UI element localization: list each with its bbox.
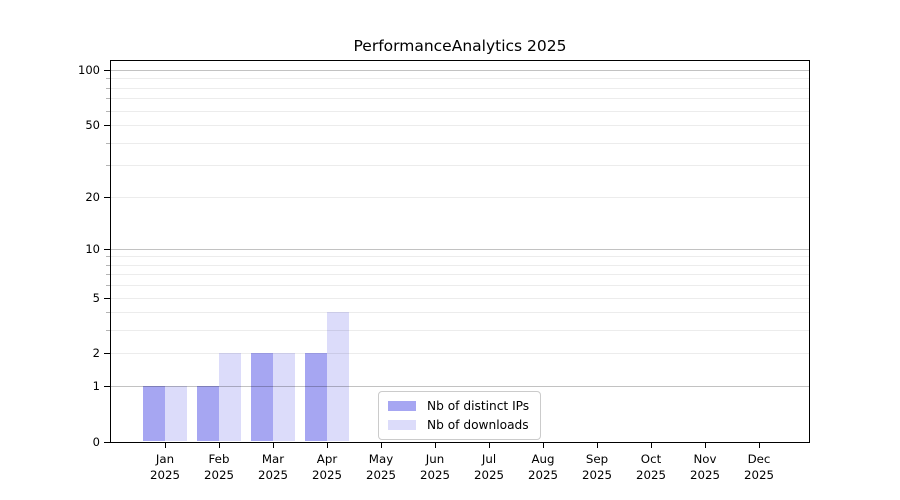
x-tick-apr — [327, 443, 328, 448]
x-tick-label-jun: Jun 2025 — [419, 452, 451, 482]
bar-distinct-ips-apr — [305, 353, 327, 441]
y-minor-tick-9 — [106, 256, 110, 258]
bar-distinct-ips-feb — [197, 386, 219, 441]
x-tick-label-dec: Dec 2025 — [743, 452, 775, 482]
y-minor-tick-8 — [106, 264, 110, 266]
gridline-y-70 — [111, 98, 809, 100]
gridline-y-1 — [111, 386, 809, 388]
y-minor-tick-3 — [106, 330, 110, 332]
y-tick-100 — [104, 70, 110, 71]
y-tick-label-20: 20 — [85, 189, 100, 204]
legend-label-distinct-ips: Nb of distinct IPs — [427, 399, 530, 413]
legend-swatch-distinct-ips — [388, 401, 416, 411]
gridline-y-30 — [111, 165, 809, 167]
y-tick-5 — [104, 297, 110, 299]
bar-downloads-feb — [219, 353, 241, 441]
gridline-y-90 — [111, 78, 809, 80]
x-tick-feb — [219, 443, 220, 448]
y-tick-50 — [104, 125, 110, 127]
bar-downloads-mar — [273, 353, 295, 441]
x-tick-may — [381, 443, 382, 448]
gridline-y-9 — [111, 256, 809, 258]
y-minor-tick-7 — [106, 274, 110, 276]
x-tick-dec — [759, 443, 760, 448]
gridline-y-5 — [111, 297, 809, 299]
x-tick-label-jan: Jan 2025 — [149, 452, 181, 482]
gridline-y-4 — [111, 312, 809, 314]
x-tick-mar — [273, 443, 274, 448]
x-tick-sep — [597, 443, 598, 448]
gridline-y-60 — [111, 110, 809, 112]
x-tick-jan — [165, 443, 166, 448]
x-tick-label-jul: Jul 2025 — [473, 452, 505, 482]
x-tick-jun — [435, 443, 436, 448]
x-tick-label-aug: Aug 2025 — [527, 452, 559, 482]
y-minor-tick-90 — [106, 78, 110, 80]
y-tick-label-5: 5 — [92, 290, 100, 305]
bar-distinct-ips-jan — [143, 386, 165, 441]
gridline-y-20 — [111, 196, 809, 198]
gridline-y-7 — [111, 274, 809, 276]
y-minor-tick-6 — [106, 285, 110, 287]
gridlines-layer — [111, 61, 809, 442]
gridline-y-50 — [111, 125, 809, 127]
bar-downloads-apr — [327, 312, 349, 441]
y-tick-0 — [104, 442, 110, 443]
y-minor-tick-30 — [106, 165, 110, 167]
y-minor-tick-60 — [106, 110, 110, 112]
x-tick-label-nov: Nov 2025 — [689, 452, 721, 482]
x-tick-nov — [705, 443, 706, 448]
y-tick-1 — [104, 386, 110, 388]
y-tick-label-1: 1 — [92, 379, 100, 394]
y-tick-2 — [104, 353, 110, 355]
x-tick-label-apr: Apr 2025 — [311, 452, 343, 482]
gridline-y-10 — [111, 248, 809, 250]
legend-item-distinct-ips: Nb of distinct IPs — [388, 399, 530, 413]
y-tick-label-0: 0 — [92, 435, 100, 449]
gridline-y-2 — [111, 353, 809, 355]
legend: Nb of distinct IPs Nb of downloads — [378, 391, 541, 440]
gridline-y-8 — [111, 264, 809, 266]
x-tick-label-mar: Mar 2025 — [257, 452, 289, 482]
y-tick-label-2: 2 — [92, 346, 100, 361]
y-tick-label-100: 100 — [78, 63, 100, 77]
bars-layer — [111, 61, 809, 442]
y-minor-tick-80 — [106, 87, 110, 89]
legend-swatch-downloads — [388, 420, 416, 430]
x-tick-label-may: May 2025 — [365, 452, 397, 482]
x-tick-jul — [489, 443, 490, 448]
x-tick-label-sep: Sep 2025 — [581, 452, 613, 482]
plot-area: Nb of distinct IPs Nb of downloads — [110, 60, 810, 443]
chart-title: PerformanceAnalytics 2025 — [353, 37, 567, 55]
gridline-y-80 — [111, 87, 809, 89]
x-tick-aug — [543, 443, 544, 448]
gridline-y-40 — [111, 142, 809, 144]
y-minor-tick-70 — [106, 98, 110, 100]
x-tick-label-feb: Feb 2025 — [203, 452, 235, 482]
y-tick-10 — [104, 248, 110, 250]
legend-label-downloads: Nb of downloads — [427, 418, 529, 432]
x-tick-oct — [651, 443, 652, 448]
bar-distinct-ips-mar — [251, 353, 273, 441]
y-minor-tick-4 — [106, 312, 110, 314]
x-tick-label-oct: Oct 2025 — [635, 452, 667, 482]
gridline-y-3 — [111, 330, 809, 332]
y-minor-tick-40 — [106, 142, 110, 144]
y-tick-label-50: 50 — [85, 118, 100, 133]
y-tick-20 — [104, 196, 110, 198]
y-tick-label-10: 10 — [85, 241, 100, 256]
gridline-y-6 — [111, 285, 809, 287]
legend-item-downloads: Nb of downloads — [388, 418, 530, 432]
gridline-y-100 — [111, 70, 809, 71]
bar-downloads-jan — [165, 386, 187, 441]
